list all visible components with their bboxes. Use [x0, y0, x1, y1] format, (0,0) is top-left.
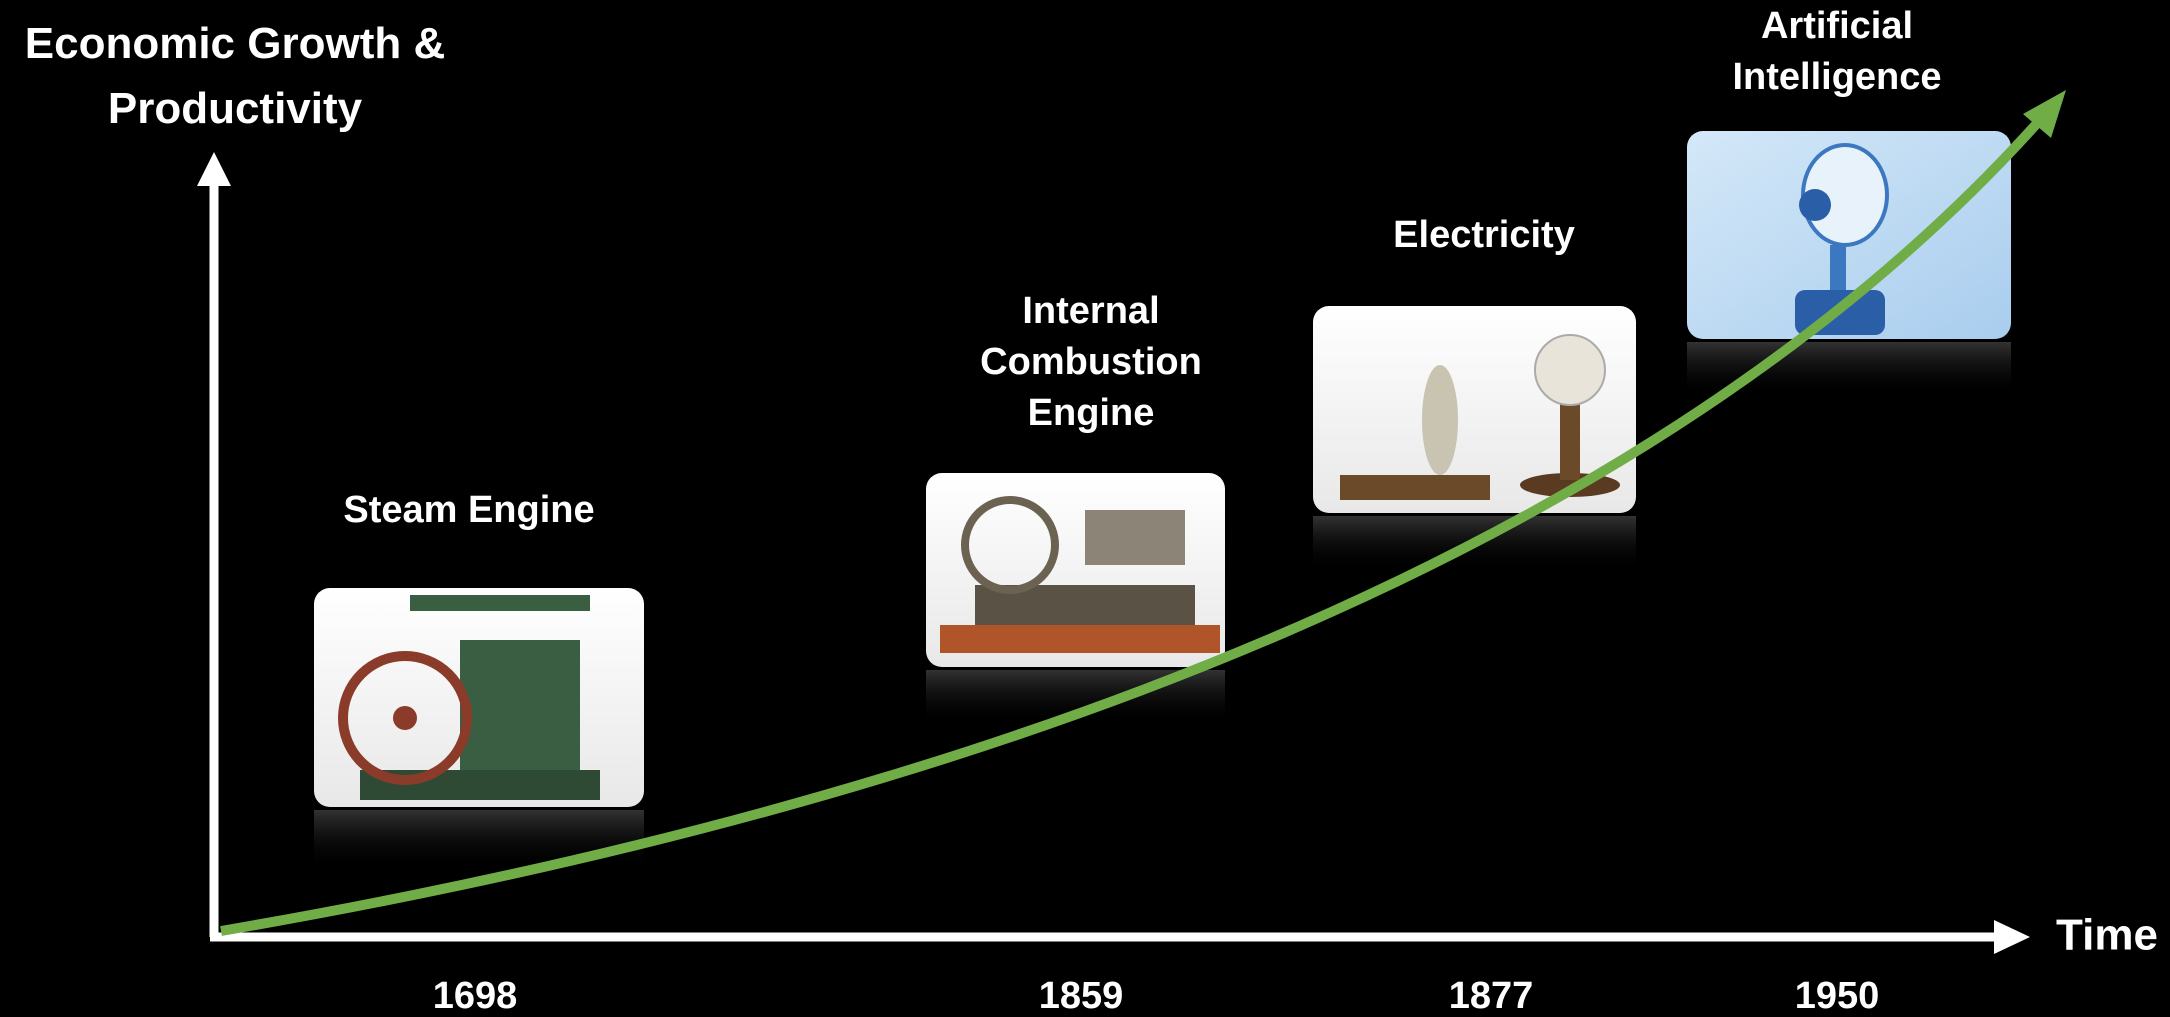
ai-image	[1687, 131, 2011, 397]
milestone-label: Electricity	[1393, 214, 1575, 256]
milestone-label-line: Intelligence	[1732, 56, 1941, 98]
x-axis	[210, 920, 2030, 954]
x-axis-label: Time	[2056, 911, 2158, 960]
y-axis-label: Economic Growth & Productivity	[25, 19, 445, 133]
milestone-year: 1859	[1039, 975, 1124, 1017]
milestone-label-line: Internal	[1022, 290, 1159, 332]
y-axis-label-line: Economic Growth &	[25, 19, 445, 68]
steam-engine-image	[314, 588, 644, 870]
milestone-label-line: Steam Engine	[343, 489, 594, 531]
milestone-label: Internal Combustion Engine	[980, 290, 1202, 434]
milestone-label: Artificial Intelligence	[1732, 5, 1941, 98]
growth-curve	[220, 90, 2066, 936]
electricity-image	[1313, 306, 1636, 571]
milestone-label-line: Electricity	[1393, 214, 1575, 256]
milestone-year: 1950	[1795, 975, 1880, 1017]
milestone-label-line: Artificial	[1761, 5, 1913, 47]
milestone-label-line: Combustion	[980, 341, 1202, 383]
y-axis-label-line: Productivity	[108, 84, 363, 133]
milestone-label-line: Engine	[1028, 392, 1155, 434]
y-axis	[197, 152, 231, 937]
milestone-label: Steam Engine	[343, 489, 594, 531]
combustion-engine-image	[926, 473, 1225, 725]
milestone-year: 1698	[433, 975, 518, 1017]
milestone-year: 1877	[1449, 975, 1534, 1017]
